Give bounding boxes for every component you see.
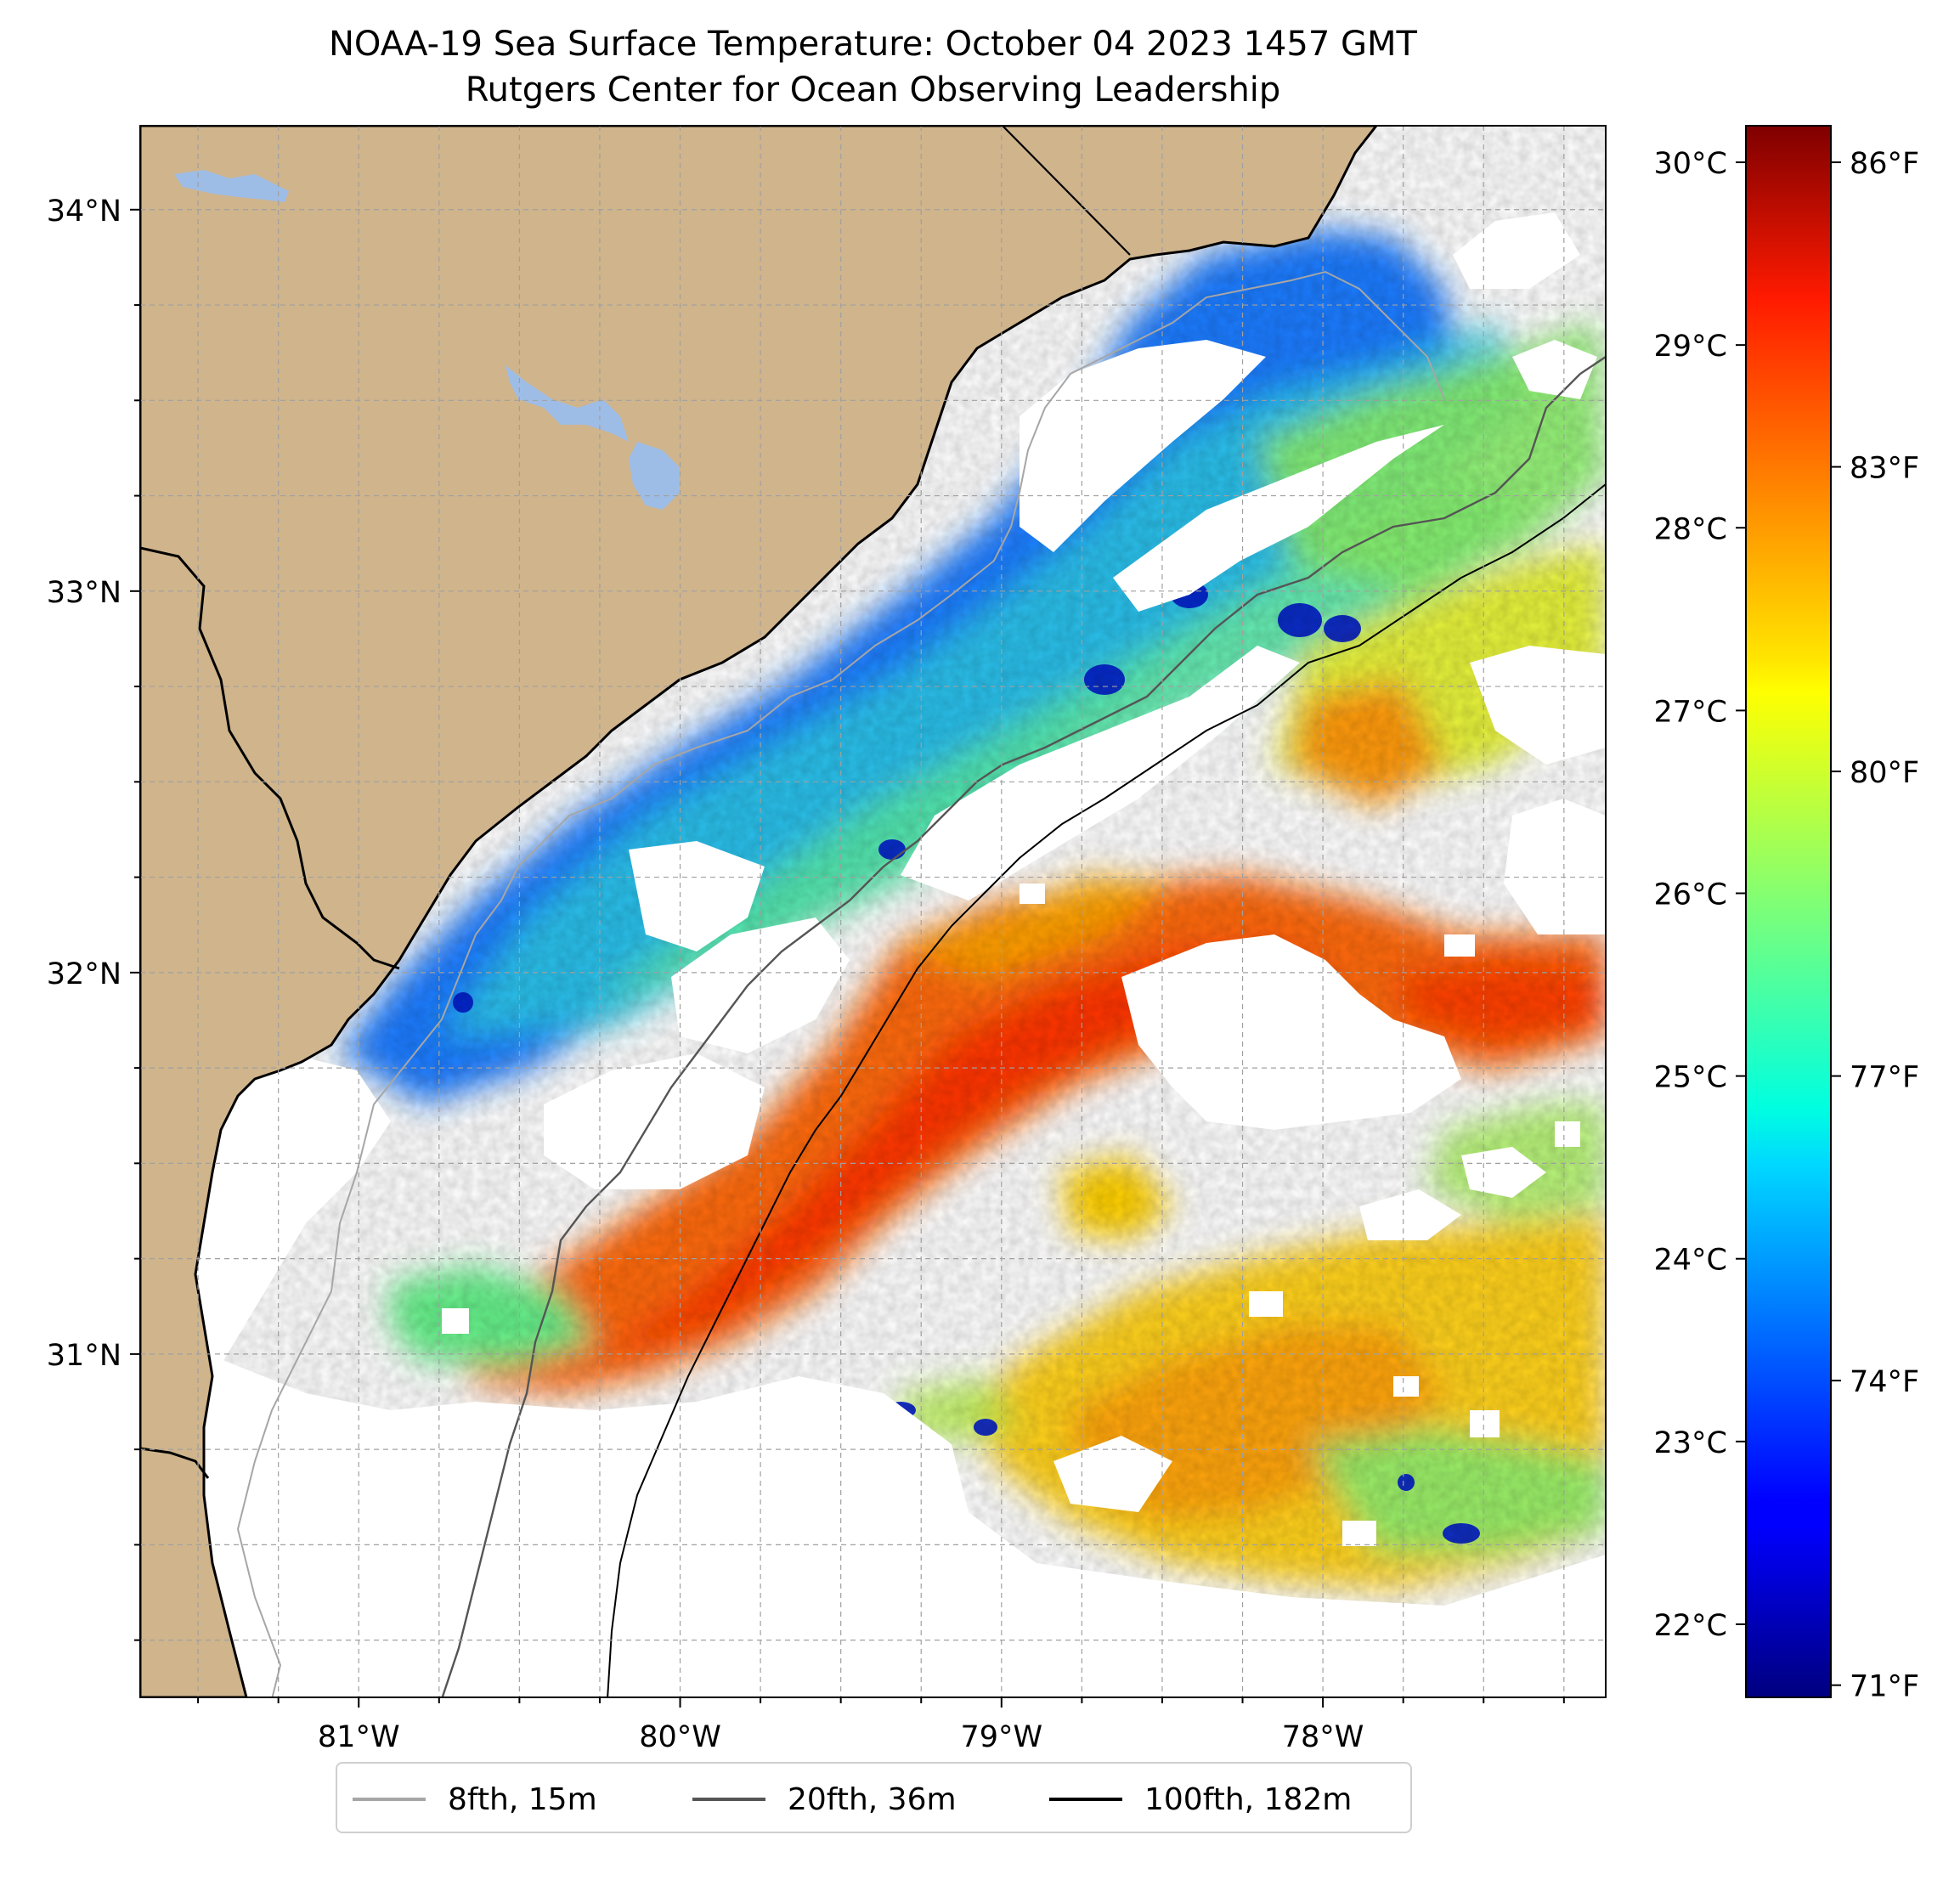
legend-label: 8fth, 15m: [448, 1781, 597, 1817]
lat-tick-label: 32°N: [47, 957, 121, 991]
lat-tick-label: 34°N: [47, 195, 121, 229]
celsius-tick-label: 30°C: [1654, 147, 1727, 181]
lon-tick-label: 78°W: [1282, 1720, 1364, 1754]
lat-tick-label: 33°N: [47, 576, 121, 610]
celsius-tick-label: 22°C: [1654, 1609, 1727, 1643]
land: [140, 126, 1378, 1697]
isobath-8fth: [236, 270, 1445, 1697]
state-borders: [140, 546, 400, 1479]
map-frame: [139, 125, 1607, 1698]
map-tick-labels: 34°N 33°N 32°N 31°N 81°W 80°W 79°W 78°W: [47, 195, 1364, 1754]
celsius-tick-label: 24°C: [1654, 1244, 1727, 1278]
map-ticks: [130, 208, 1565, 1708]
celsius-tick-label: 25°C: [1654, 1061, 1727, 1095]
map-area: [140, 126, 1606, 1697]
legend: 8fth, 15m 20fth, 36m 100fth, 182m: [336, 1762, 1412, 1833]
isobath-20fth: [441, 356, 1606, 1697]
lat-tick-label: 31°N: [47, 1339, 121, 1373]
colorbar: [1745, 125, 1832, 1698]
legend-swatch: [692, 1798, 765, 1801]
fahrenheit-tick-label: 77°F: [1850, 1061, 1919, 1095]
legend-label: 100fth, 182m: [1144, 1781, 1353, 1817]
legend-swatch: [1049, 1798, 1122, 1801]
lon-tick-label: 80°W: [639, 1720, 721, 1754]
celsius-tick-label: 23°C: [1654, 1426, 1727, 1460]
fahrenheit-tick-label: 83°F: [1850, 452, 1919, 486]
colorbar-celsius-axis: 30°C 29°C 28°C 27°C 26°C 25°C 24°C 23°C 22°C: [1654, 147, 1746, 1643]
legend-swatch: [353, 1798, 426, 1801]
fahrenheit-tick-label: 86°F: [1850, 147, 1919, 181]
celsius-tick-label: 26°C: [1654, 878, 1727, 912]
cloud-mask: [140, 212, 1606, 1697]
isobaths: [236, 270, 1606, 1697]
legend-item-20fth: 20fth, 36m: [692, 1781, 957, 1818]
fahrenheit-tick-label: 74°F: [1850, 1365, 1919, 1399]
isobath-100fth: [607, 483, 1606, 1697]
chart-title: NOAA-19 Sea Surface Temperature: October…: [329, 25, 1417, 64]
celsius-tick-label: 28°C: [1654, 512, 1727, 546]
lon-tick-label: 79°W: [960, 1720, 1042, 1754]
lakes: [174, 170, 680, 510]
legend-label: 20fth, 36m: [788, 1781, 957, 1817]
celsius-tick-label: 29°C: [1654, 330, 1727, 364]
celsius-tick-label: 27°C: [1654, 695, 1727, 729]
political-boundary: [1002, 126, 1131, 256]
lon-tick-label: 81°W: [318, 1720, 400, 1754]
legend-item-8fth: 8fth, 15m: [353, 1781, 597, 1818]
legend-item-100fth: 100fth, 182m: [1049, 1781, 1352, 1818]
fahrenheit-tick-label: 80°F: [1850, 756, 1919, 790]
gridlines: [140, 126, 1606, 1697]
fahrenheit-tick-label: 71°F: [1850, 1670, 1919, 1704]
chart-subtitle: Rutgers Center for Ocean Observing Leade…: [465, 71, 1281, 110]
colorbar-fahrenheit-axis: 86°F 83°F 80°F 77°F 74°F 71°F: [1831, 147, 1919, 1704]
